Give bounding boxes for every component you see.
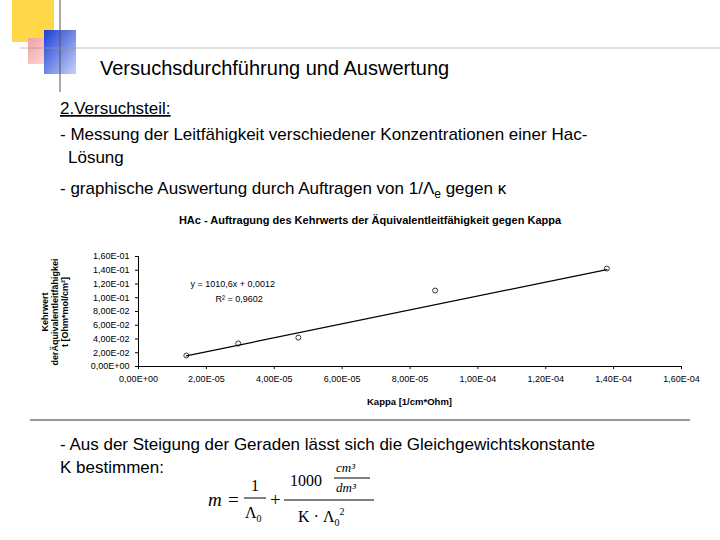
svg-text:1,40E-04: 1,40E-04 (595, 374, 632, 384)
svg-text:2,00E-05: 2,00E-05 (188, 374, 225, 384)
svg-text:Lösung: Lösung (68, 148, 124, 167)
svg-text:KehrwertderÄquivalentleitfähig: KehrwertderÄquivalentleitfähigkeit [Ohm*… (40, 258, 70, 365)
svg-text:8,00E-05: 8,00E-05 (392, 374, 429, 384)
svg-text:y = 1010,6x + 0,0012: y = 1010,6x + 0,0012 (191, 279, 276, 289)
svg-text:1,20E-04: 1,20E-04 (527, 374, 564, 384)
svg-text:- Messung der Leitfähigkeit ve: - Messung der Leitfähigkeit verschiedene… (60, 125, 587, 144)
svg-text:1,20E-01: 1,20E-01 (93, 279, 130, 289)
svg-text:1000: 1000 (290, 472, 322, 489)
svg-text:1,60E-04: 1,60E-04 (663, 374, 700, 384)
svg-text:2.Versuchsteil:: 2.Versuchsteil: (60, 99, 171, 118)
svg-text:R² = 0,9602: R² = 0,9602 (216, 294, 263, 304)
svg-text:dm³: dm³ (336, 480, 357, 495)
svg-text:- Aus der Steigung der Geraden: - Aus der Steigung der Geraden lässt sic… (60, 435, 595, 454)
html-text:Kappa [1/cm*Ohm]: Kappa [1/cm*Ohm] (367, 396, 452, 407)
svg-text:0,00E+00: 0,00E+00 (91, 361, 130, 371)
svg-text:+: + (270, 489, 281, 510)
svg-text:=: = (228, 489, 239, 510)
svg-text:8,00E-02: 8,00E-02 (93, 306, 130, 316)
svg-text:6,00E-05: 6,00E-05 (324, 374, 361, 384)
svg-text:m: m (208, 489, 222, 510)
svg-text:1,00E-01: 1,00E-01 (93, 293, 130, 303)
svg-text:- graphische Auswertung durch: - graphische Auswertung durch Auftragen … (60, 179, 507, 201)
svg-text:4,00E-05: 4,00E-05 (256, 374, 293, 384)
svg-text:K bestimmen:: K bestimmen: (60, 458, 164, 477)
svg-text:4,00E-02: 4,00E-02 (93, 334, 130, 344)
svg-text:1,60E-01: 1,60E-01 (93, 251, 130, 261)
svg-text:Λ0: Λ0 (245, 504, 262, 524)
svg-text:1,40E-01: 1,40E-01 (93, 265, 130, 275)
svg-text:1,00E-04: 1,00E-04 (460, 374, 497, 384)
svg-text:6,00E-02: 6,00E-02 (93, 320, 130, 330)
svg-text:Versuchsdurchführung und Auswe: Versuchsdurchführung und Auswertung (100, 57, 449, 79)
svg-text:K · Λ02: K · Λ02 (298, 506, 344, 528)
svg-text:0,00E+00: 0,00E+00 (119, 374, 158, 384)
html-text:HAc - Auftragung des Kehrwerts: HAc - Auftragung des Kehrwerts der Äquiv… (178, 214, 562, 226)
svg-text:2,00E-02: 2,00E-02 (93, 348, 130, 358)
svg-text:1: 1 (251, 477, 259, 494)
svg-text:cm³: cm³ (336, 460, 356, 475)
